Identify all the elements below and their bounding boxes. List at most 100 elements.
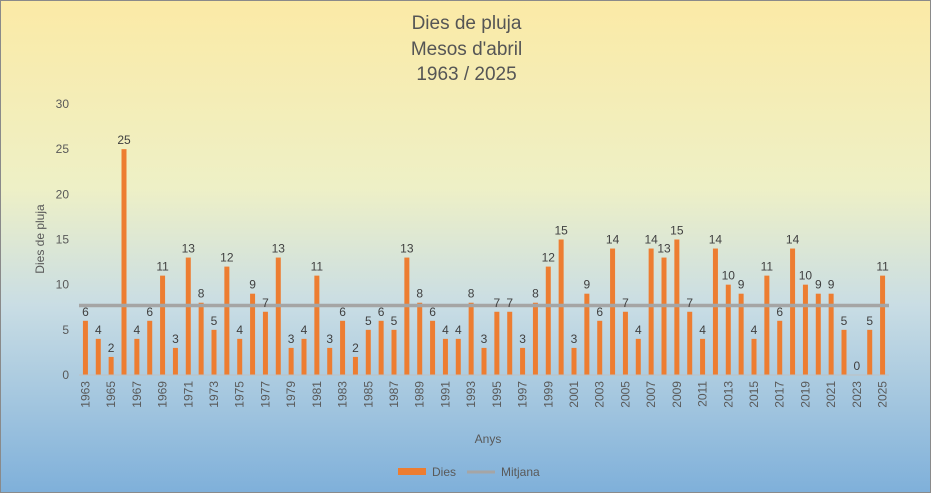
bar — [95, 338, 101, 375]
x-tick-label: 2001 — [567, 381, 581, 408]
legend-label-mitjana: Mitjana — [501, 465, 540, 479]
bar — [82, 320, 88, 375]
data-label: 3 — [481, 332, 488, 346]
data-label: 4 — [95, 323, 102, 337]
data-label: 4 — [134, 323, 141, 337]
data-label: 5 — [866, 314, 873, 328]
x-tick-label: 1971 — [181, 381, 195, 408]
data-label: 11 — [761, 260, 774, 274]
data-label: 9 — [815, 278, 822, 292]
bar — [764, 275, 770, 375]
data-label: 3 — [519, 332, 526, 346]
chart-title-line-3: 1963 / 2025 — [416, 64, 517, 85]
bar — [777, 320, 783, 375]
data-label: 6 — [429, 305, 436, 319]
data-label: 6 — [146, 305, 153, 319]
y-tick-label: 20 — [56, 187, 70, 201]
bar — [712, 248, 718, 375]
bar — [494, 311, 500, 375]
data-label: 12 — [220, 251, 234, 265]
x-tick-label: 1977 — [258, 381, 272, 408]
x-tick-label: 2015 — [747, 381, 761, 408]
x-tick-label: 1993 — [464, 381, 478, 408]
data-label: 13 — [657, 242, 671, 256]
bar — [391, 329, 397, 375]
x-tick-label: 2013 — [721, 381, 735, 408]
data-label: 9 — [738, 278, 745, 292]
bar — [262, 311, 268, 375]
legend-swatch-dies — [398, 468, 426, 475]
x-tick-label: 2003 — [593, 381, 607, 408]
bar — [417, 302, 423, 375]
bar — [571, 347, 577, 375]
bar — [185, 257, 191, 375]
x-axis-title: Anys — [475, 432, 502, 446]
bar — [160, 275, 166, 375]
bar — [172, 347, 178, 375]
data-label: 2 — [352, 341, 359, 355]
x-tick-label: 2007 — [644, 381, 658, 408]
bar — [481, 347, 487, 375]
bar — [442, 338, 448, 375]
data-label: 14 — [606, 233, 620, 247]
bar — [867, 329, 873, 375]
data-label: 25 — [117, 133, 131, 147]
data-label: 3 — [571, 332, 578, 346]
bar — [558, 239, 564, 375]
data-label: 6 — [82, 305, 89, 319]
data-label: 4 — [455, 323, 462, 337]
data-label: 4 — [236, 323, 243, 337]
data-label: 5 — [841, 314, 848, 328]
x-tick-label: 1967 — [130, 381, 144, 408]
x-tick-label: 1975 — [233, 381, 247, 408]
x-tick-label: 2005 — [618, 381, 632, 408]
legend-label-dies: Dies — [432, 465, 456, 479]
data-label: 4 — [301, 323, 308, 337]
y-tick-label: 5 — [62, 323, 69, 337]
x-tick-label: 2017 — [773, 381, 787, 408]
x-tick-label: 2025 — [876, 381, 890, 408]
bar — [738, 293, 744, 375]
data-label: 7 — [494, 296, 501, 310]
y-axis-title: Dies de pluja — [33, 204, 47, 274]
data-label: 3 — [288, 332, 295, 346]
data-label: 10 — [722, 269, 736, 283]
x-tick-label: 2019 — [798, 381, 812, 408]
x-tick-label: 1991 — [438, 381, 452, 408]
bar — [147, 320, 153, 375]
x-tick-label: 1983 — [336, 381, 350, 408]
data-label: 7 — [622, 296, 629, 310]
bar — [108, 356, 114, 375]
bar — [121, 149, 127, 375]
bar — [250, 293, 256, 375]
data-label: 13 — [400, 242, 414, 256]
x-tick-label: 1969 — [156, 381, 170, 408]
bar — [520, 347, 526, 375]
data-label: 11 — [156, 260, 169, 274]
data-label: 15 — [670, 224, 684, 238]
data-label: 6 — [378, 305, 385, 319]
bar — [648, 248, 654, 375]
y-tick-label: 10 — [56, 278, 70, 292]
x-tick-label: 1999 — [541, 381, 555, 408]
x-tick-label: 1997 — [516, 381, 530, 408]
bar — [841, 329, 847, 375]
bar — [430, 320, 436, 375]
data-label: 14 — [786, 233, 800, 247]
data-label: 9 — [828, 278, 835, 292]
data-label: 4 — [635, 323, 642, 337]
data-label: 5 — [391, 314, 398, 328]
bar — [545, 266, 551, 375]
data-label: 14 — [709, 233, 723, 247]
data-label: 11 — [311, 260, 324, 274]
x-tick-label: 1995 — [490, 381, 504, 408]
x-tick-label: 1965 — [104, 381, 118, 408]
y-tick-label: 0 — [62, 368, 69, 382]
bar — [340, 320, 346, 375]
bar — [635, 338, 641, 375]
data-label: 15 — [554, 224, 568, 238]
bar — [455, 338, 461, 375]
data-label: 7 — [262, 296, 269, 310]
bar — [597, 320, 603, 375]
